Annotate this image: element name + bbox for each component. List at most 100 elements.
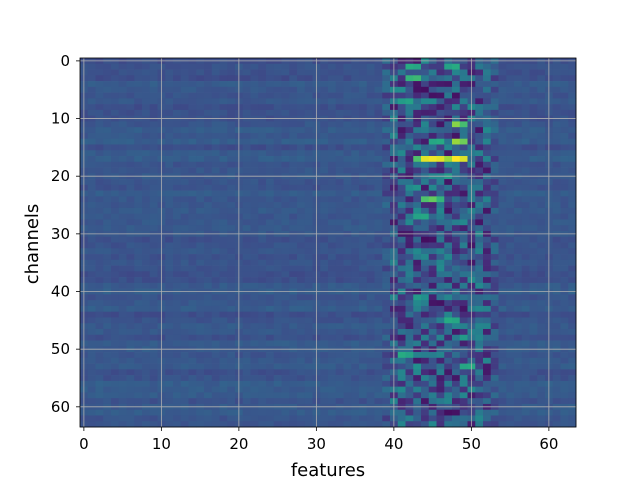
heatmap-cell	[397, 300, 406, 307]
heatmap-cell	[289, 300, 298, 307]
heatmap-cell	[242, 179, 251, 186]
heatmap-cell	[149, 386, 158, 393]
heatmap-cell	[250, 259, 259, 266]
heatmap-cell	[196, 300, 205, 307]
heatmap-cell	[188, 104, 197, 111]
heatmap-cell	[405, 207, 414, 215]
heatmap-cell	[242, 334, 251, 341]
heatmap-cell	[374, 98, 383, 105]
heatmap-cell	[87, 409, 96, 416]
heatmap-cell	[297, 184, 306, 191]
heatmap-cell	[351, 369, 360, 376]
heatmap-cell	[483, 219, 492, 226]
heatmap-cell	[118, 109, 127, 117]
heatmap-cell	[142, 190, 151, 197]
heatmap-cell	[343, 352, 352, 359]
heatmap-cell	[382, 363, 391, 370]
heatmap-cell	[514, 357, 523, 364]
heatmap-cell	[227, 132, 236, 140]
heatmap-cell	[444, 265, 453, 272]
heatmap-cell	[514, 202, 523, 209]
heatmap-cell	[266, 190, 275, 197]
heatmap-cell	[343, 219, 352, 226]
heatmap-cell	[436, 109, 445, 117]
heatmap-cell	[483, 375, 492, 382]
heatmap-cell	[529, 109, 538, 117]
heatmap-cell	[397, 352, 406, 359]
heatmap-cell	[405, 81, 414, 88]
heatmap-cell	[490, 363, 499, 370]
heatmap-cell	[397, 81, 406, 88]
heatmap-cell	[165, 305, 174, 313]
heatmap-cell	[173, 369, 182, 376]
heatmap-cell	[273, 340, 282, 347]
heatmap-cell	[180, 190, 189, 197]
heatmap-cell	[304, 254, 313, 261]
heatmap-cell	[188, 121, 197, 128]
heatmap-cell	[134, 375, 143, 382]
heatmap-cell	[335, 317, 344, 324]
heatmap-cell	[552, 190, 561, 197]
heatmap-cell	[521, 380, 530, 387]
heatmap-cell	[266, 184, 275, 191]
heatmap-cell	[281, 202, 290, 209]
heatmap-cell	[552, 69, 561, 76]
heatmap-cell	[142, 127, 151, 134]
heatmap-cell	[498, 138, 507, 145]
heatmap-cell	[204, 248, 213, 255]
heatmap-cell	[258, 380, 267, 387]
heatmap-cell	[211, 167, 220, 174]
heatmap-cell	[498, 369, 507, 376]
heatmap-cell	[537, 334, 546, 341]
heatmap-cell	[366, 259, 375, 266]
heatmap-cell	[95, 190, 104, 197]
heatmap-cell	[452, 334, 461, 341]
heatmap-cell	[258, 104, 267, 111]
heatmap-cell	[118, 300, 127, 307]
heatmap-cell	[227, 248, 236, 255]
heatmap-cell	[273, 421, 282, 428]
heatmap-cell	[498, 282, 507, 289]
heatmap-cell	[335, 63, 344, 70]
heatmap-cell	[180, 242, 189, 249]
heatmap-cell	[366, 300, 375, 307]
heatmap-cell	[196, 196, 205, 203]
heatmap-cell	[405, 92, 414, 99]
heatmap-cell	[297, 265, 306, 272]
heatmap-cell	[428, 363, 437, 370]
heatmap-cell	[459, 92, 468, 99]
heatmap-cell	[568, 69, 577, 76]
heatmap-cell	[219, 265, 228, 272]
heatmap-cell	[227, 277, 236, 284]
heatmap-cell	[266, 69, 275, 76]
heatmap-cell	[273, 392, 282, 399]
heatmap-cell	[142, 369, 151, 376]
heatmap-cell	[483, 415, 492, 422]
heatmap-cell	[297, 277, 306, 284]
heatmap-cell	[227, 305, 236, 313]
heatmap-cell	[250, 352, 259, 359]
heatmap-cell	[242, 421, 251, 428]
heatmap-cell	[281, 317, 290, 324]
heatmap-cell	[289, 259, 298, 266]
heatmap-cell	[351, 132, 360, 140]
heatmap-cell	[397, 334, 406, 341]
heatmap-cell	[134, 190, 143, 197]
heatmap-cell	[537, 190, 546, 197]
heatmap-cell	[560, 213, 569, 220]
heatmap-cell	[320, 328, 329, 336]
heatmap-cell	[258, 138, 267, 145]
heatmap-cell	[359, 242, 368, 249]
heatmap-cell	[188, 334, 197, 341]
heatmap-cell	[483, 340, 492, 347]
heatmap-cell	[374, 63, 383, 70]
heatmap-cell	[351, 265, 360, 272]
heatmap-cell	[87, 104, 96, 111]
heatmap-cell	[343, 75, 352, 82]
heatmap-cell	[444, 317, 453, 324]
heatmap-cell	[211, 369, 220, 376]
heatmap-cell	[444, 207, 453, 215]
heatmap-cell	[459, 150, 468, 157]
heatmap-cell	[188, 282, 197, 289]
heatmap-cell	[173, 127, 182, 134]
